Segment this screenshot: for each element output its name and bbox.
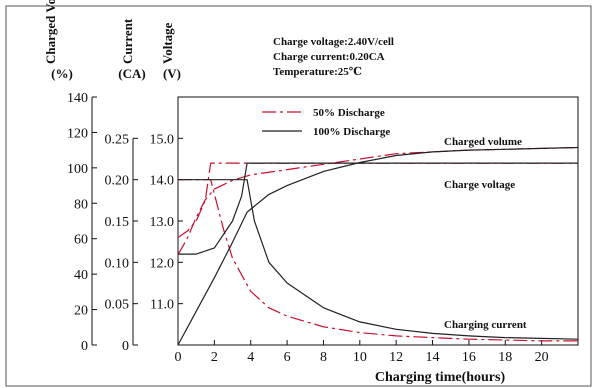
condition-voltage: Charge voltage:2.40V/cell xyxy=(273,36,394,48)
current-tick-label: 0.20 xyxy=(105,174,130,189)
x-axis: 0 2 4 6 8 10 12 14 16 18 20 xyxy=(175,340,549,365)
series-50pct-charging-current-line xyxy=(178,179,578,342)
x-tick-label: 4 xyxy=(247,350,254,365)
current-tick-label: 0.10 xyxy=(105,256,130,271)
current-axis: 0 0.05 0.10 0.15 0.20 0.25 xyxy=(105,132,138,354)
current-axis-unit: (CA) xyxy=(118,66,145,81)
volume-tick-label: 0 xyxy=(81,339,88,354)
charge-conditions: Charge voltage:2.40V/cell Charge current… xyxy=(273,36,394,78)
annotation-charge-voltage: Charge voltage xyxy=(444,179,515,191)
condition-temperature: Temperature:25℃ xyxy=(273,66,362,78)
x-tick-label: 14 xyxy=(426,350,440,365)
volume-axis: 0 20 40 60 80 100 120 140 xyxy=(67,91,97,354)
volume-tick-label: 60 xyxy=(74,233,88,248)
current-axis-title: Current xyxy=(120,18,135,64)
x-axis-label: Charging time(hours) xyxy=(375,370,506,385)
series-100pct-charge-voltage-line xyxy=(178,162,578,255)
volume-tick-label: 20 xyxy=(74,304,88,319)
x-tick-label: 10 xyxy=(353,350,367,365)
volume-tick-label: 120 xyxy=(67,126,88,141)
voltage-axis: 11.0 12.0 13.0 14.0 15.0 xyxy=(150,132,183,313)
voltage-tick-label: 12.0 xyxy=(150,256,175,271)
series-layer xyxy=(177,146,579,346)
legend-label-50: 50% Discharge xyxy=(313,107,385,119)
volume-tick-label: 40 xyxy=(74,268,88,283)
x-tick-label: 8 xyxy=(320,350,327,365)
current-tick-label: 0.25 xyxy=(105,132,130,147)
voltage-tick-label: 14.0 xyxy=(150,174,175,189)
series-100pct-charging-current-line xyxy=(178,179,579,340)
annotation-charged-volume: Charged volume xyxy=(444,136,522,148)
condition-current: Charge current:0.20CA xyxy=(273,51,385,63)
voltage-axis-unit: (V) xyxy=(163,66,181,81)
volume-tick-label: 100 xyxy=(67,162,88,177)
x-tick-label: 16 xyxy=(462,350,476,365)
voltage-tick-label: 11.0 xyxy=(150,298,174,313)
x-tick-label: 18 xyxy=(498,350,512,365)
voltage-axis-title: Voltage xyxy=(160,22,175,64)
current-tick-label: 0 xyxy=(122,339,129,354)
legend: 50% Discharge 100% Discharge xyxy=(262,107,390,138)
x-tick-label: 2 xyxy=(211,350,218,365)
voltage-tick-label: 15.0 xyxy=(150,132,175,147)
legend-label-100: 100% Discharge xyxy=(313,126,390,138)
x-tick-label: 12 xyxy=(389,350,403,365)
figure-frame xyxy=(5,5,592,387)
x-tick-label: 20 xyxy=(535,350,549,365)
voltage-tick-label: 13.0 xyxy=(150,215,175,230)
x-tick-label: 0 xyxy=(175,350,182,365)
series-50pct-charge-voltage-line xyxy=(177,162,578,238)
volume-tick-label: 80 xyxy=(74,197,88,212)
volume-axis-title: Charged Volume xyxy=(43,0,58,64)
volume-axis-unit: (%) xyxy=(51,66,73,81)
annotation-charging-current: Charging current xyxy=(444,319,527,331)
axis-headers: Charged Volume (%) Current (CA) Voltage … xyxy=(43,0,181,81)
current-tick-label: 0.15 xyxy=(105,215,130,230)
volume-tick-label: 140 xyxy=(67,91,88,106)
x-tick-label: 6 xyxy=(284,350,291,365)
series-100pct-charged-volume-line xyxy=(177,146,579,346)
current-tick-label: 0.05 xyxy=(105,298,130,313)
